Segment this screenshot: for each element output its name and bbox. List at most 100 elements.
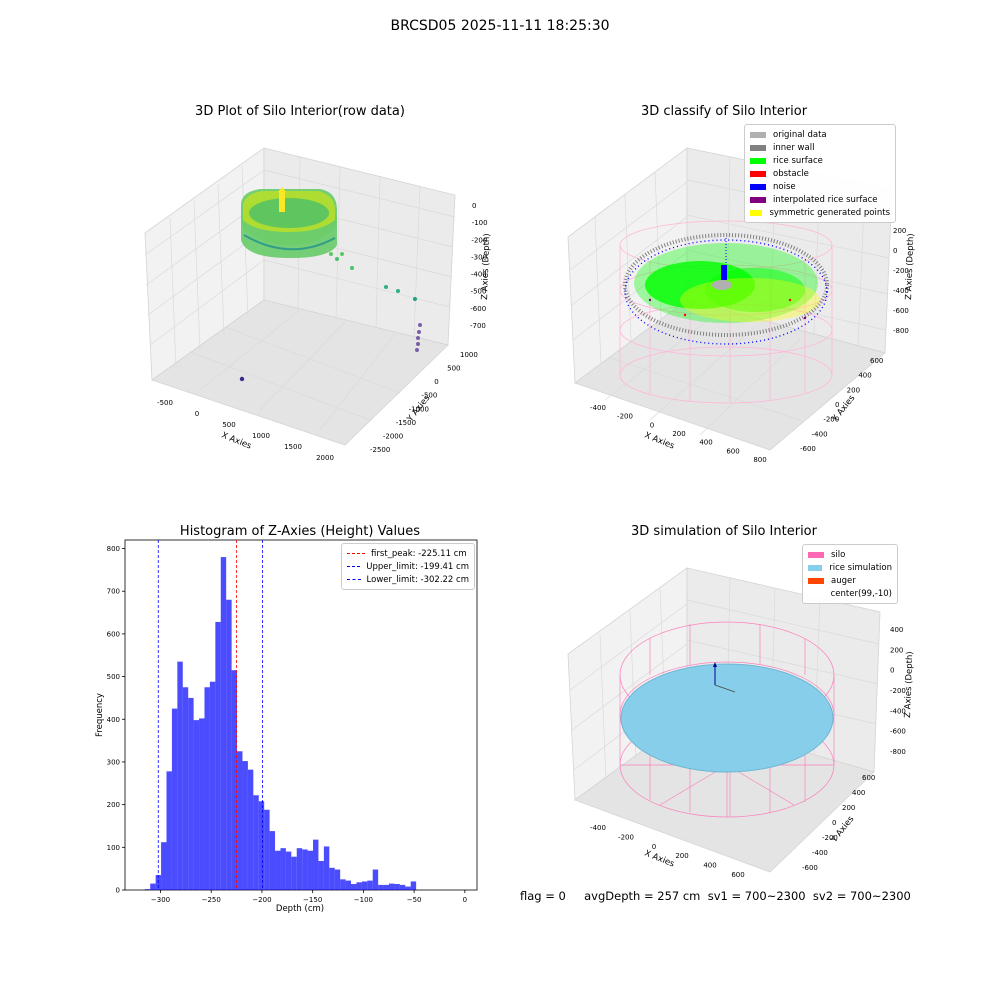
- p2-legend-label: interpolated rice surface: [773, 194, 878, 205]
- panel2-title: 3D classify of Silo Interior: [640, 104, 808, 119]
- hist-bar: [144, 889, 151, 890]
- p1-ytick-label: 500: [447, 365, 460, 373]
- p3-legend-item: first_peak: -225.11 cm: [347, 547, 469, 560]
- p3-legend-swatch: [347, 579, 361, 580]
- p1-pane-floor: [151, 299, 449, 446]
- p4-zlabel: Z Axies (Depth): [903, 651, 915, 718]
- p4-ytick-label: -400: [812, 849, 828, 857]
- hist-bar: [345, 880, 352, 890]
- p2-ztick-label: 0: [893, 247, 897, 255]
- p1-zlabel: Z Axies (Depth): [480, 233, 492, 300]
- p2-legend-swatch: [750, 144, 766, 151]
- p1-outlier-points: [239, 252, 422, 382]
- hist-xtick-label: 0: [463, 896, 467, 904]
- p2-xtick-label: 600: [726, 447, 739, 455]
- p1-ytick-label: -500: [421, 392, 437, 400]
- p1-xtick-label: 500: [222, 421, 235, 429]
- hist-bar: [285, 851, 292, 890]
- p2-xtick-label: 200: [672, 430, 685, 438]
- p2-ztick-label: -400: [893, 287, 909, 295]
- p4-legend-item: silo: [808, 548, 892, 561]
- p1-ztick-label: 0: [472, 202, 476, 210]
- p2-legend-item: original data: [750, 128, 890, 141]
- p4-legend-swatch: [808, 551, 824, 558]
- panel1-3d-plot: -500050010001500200010005000-500-1000-15…: [144, 147, 492, 462]
- p4-ytick-label: 200: [842, 804, 855, 812]
- p1-ztick-label: -200: [471, 236, 487, 244]
- panel2-3d-plot: -400 -200 0 200 400 600 800 600 400 200 0 -200 -400 -…: [567, 147, 916, 464]
- panel3-histogram: −300 −250 −200 −150 −100 −50 0 0 100 200 300 400 50…: [95, 539, 478, 914]
- p3-legend-label: first_peak: -225.11 cm: [371, 548, 467, 559]
- p2-legend-label: original data: [773, 129, 827, 140]
- p2-legend-swatch: [750, 209, 763, 216]
- p4-ytick-label: 600: [862, 774, 875, 782]
- p4-ztick-label: 400: [890, 626, 903, 634]
- hist-bar: [318, 860, 324, 890]
- p4-legend-swatch: [808, 577, 824, 584]
- hist-bar: [220, 557, 227, 890]
- hist-bar: [199, 718, 205, 890]
- p4-xtick-label: 200: [675, 852, 688, 860]
- hist-bar: [329, 867, 335, 890]
- p3-legend-item: Upper_limit: -199.41 cm: [347, 560, 469, 573]
- p3-legend-item: Lower_limit: -302.22 cm: [347, 573, 469, 586]
- hist-xtick-label: −250: [202, 896, 221, 904]
- p1-ztick-label: -700: [470, 322, 486, 330]
- hist-ytick-label: 500: [107, 673, 120, 681]
- hist-xlabel: Depth (cm): [276, 904, 324, 914]
- status-footer: flag = 0 avgDepth = 257 cm sv1 = 700~230…: [520, 889, 911, 903]
- p2-legend-item: symmetric generated points: [750, 206, 890, 219]
- p2-ytick-label: 400: [858, 372, 871, 380]
- hist-bar: [367, 880, 373, 890]
- p3-legend-label: Lower_limit: -302.22 cm: [366, 574, 469, 585]
- p4-ytick-label: -600: [802, 864, 818, 872]
- hist-bar: [177, 661, 183, 890]
- hist-ytick-label: 600: [107, 630, 120, 638]
- p2-xtick-label: 0: [650, 421, 654, 429]
- hist-xtick-label: −50: [407, 896, 422, 904]
- hist-bar: [182, 687, 189, 890]
- hist-bar: [269, 831, 276, 890]
- p4-xtick-label: -200: [618, 833, 634, 841]
- p2-legend-swatch: [750, 183, 766, 190]
- hist-bar: [242, 761, 248, 890]
- hist-ytick-label: 700: [107, 588, 120, 596]
- p2-ztick-label: -800: [893, 327, 909, 335]
- hist-ytick-label: 200: [107, 801, 120, 809]
- panel1-title: 3D Plot of Silo Interior(row data): [195, 104, 405, 119]
- hist-ylabel: Frequency: [95, 693, 105, 737]
- hist-ytick-label: 400: [107, 716, 120, 724]
- hist-ytick-label: 300: [107, 758, 120, 766]
- p4-legend-swatch: [808, 590, 824, 597]
- p1-ytick-label: -2000: [383, 432, 403, 440]
- p1-ztick-label: -400: [471, 271, 487, 279]
- p2-classified-points: [623, 233, 829, 345]
- p2-legend-label: obstacle: [773, 168, 809, 179]
- p1-ytick-label: -1500: [396, 419, 416, 427]
- hist-bar: [334, 869, 341, 890]
- p2-legend-item: obstacle: [750, 167, 890, 180]
- panel3-title: Histogram of Z-Axies (Height) Values: [179, 524, 421, 539]
- hist-bar: [209, 681, 216, 890]
- hist-bar: [372, 869, 379, 890]
- hist-bar: [275, 850, 281, 890]
- hist-bar: [215, 621, 221, 890]
- hist-bar: [340, 879, 346, 890]
- hist-bar: [356, 882, 362, 890]
- p4-legend-swatch: [808, 564, 823, 571]
- hist-xtick-label: −100: [354, 896, 373, 904]
- hist-xtick-label: −200: [252, 896, 271, 904]
- p1-ztick-label: -600: [470, 305, 486, 313]
- p1-xtick-label: 0: [195, 410, 199, 418]
- hist-bar: [231, 670, 238, 890]
- panel4-legend: silo rice simulation auger center(99,-10): [802, 544, 898, 604]
- p2-legend-swatch: [750, 170, 766, 177]
- panel2-legend: original data inner wall rice surface obsta…: [744, 124, 896, 223]
- p4-legend-label: center(99,-10): [830, 588, 892, 599]
- hist-bar: [399, 884, 406, 890]
- hist-ytick-label: 100: [107, 844, 120, 852]
- hist-bar: [302, 849, 308, 890]
- hist-bar: [161, 842, 167, 890]
- hist-bar: [204, 687, 210, 890]
- p2-legend-item: inner wall: [750, 141, 890, 154]
